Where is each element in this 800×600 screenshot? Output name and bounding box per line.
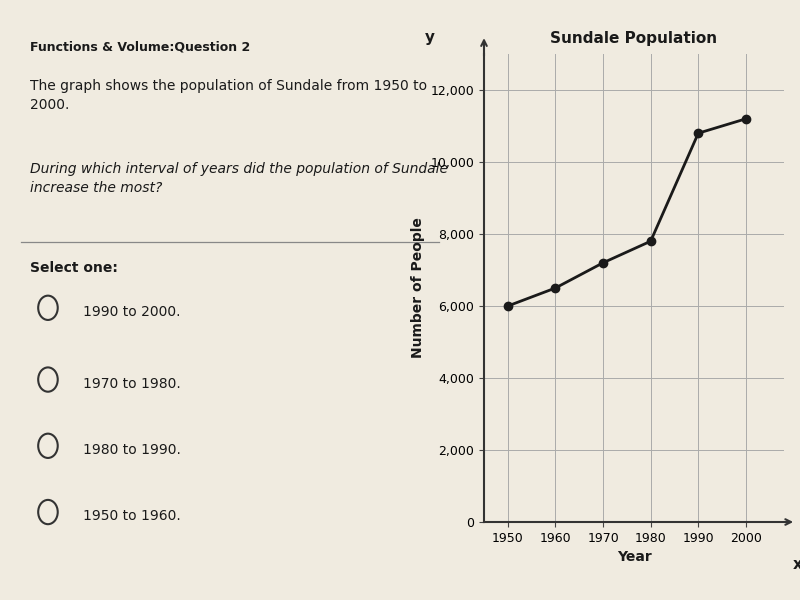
Text: 1970 to 1980.: 1970 to 1980.: [83, 377, 182, 391]
Text: 1990 to 2000.: 1990 to 2000.: [83, 305, 181, 319]
Text: During which interval of years did the population of Sundale
increase the most?: During which interval of years did the p…: [30, 161, 448, 195]
Y-axis label: Number of People: Number of People: [411, 218, 425, 358]
Title: Sundale Population: Sundale Population: [550, 31, 718, 46]
Text: Functions & Volume:Question 2: Functions & Volume:Question 2: [30, 40, 250, 53]
Text: 1950 to 1960.: 1950 to 1960.: [83, 509, 182, 523]
Text: The graph shows the population of Sundale from 1950 to
2000.: The graph shows the population of Sundal…: [30, 79, 427, 112]
X-axis label: Year: Year: [617, 550, 651, 564]
Text: x: x: [793, 557, 800, 572]
Text: Select one:: Select one:: [30, 261, 118, 275]
Text: 1980 to 1990.: 1980 to 1990.: [83, 443, 182, 457]
Text: y: y: [425, 29, 435, 44]
